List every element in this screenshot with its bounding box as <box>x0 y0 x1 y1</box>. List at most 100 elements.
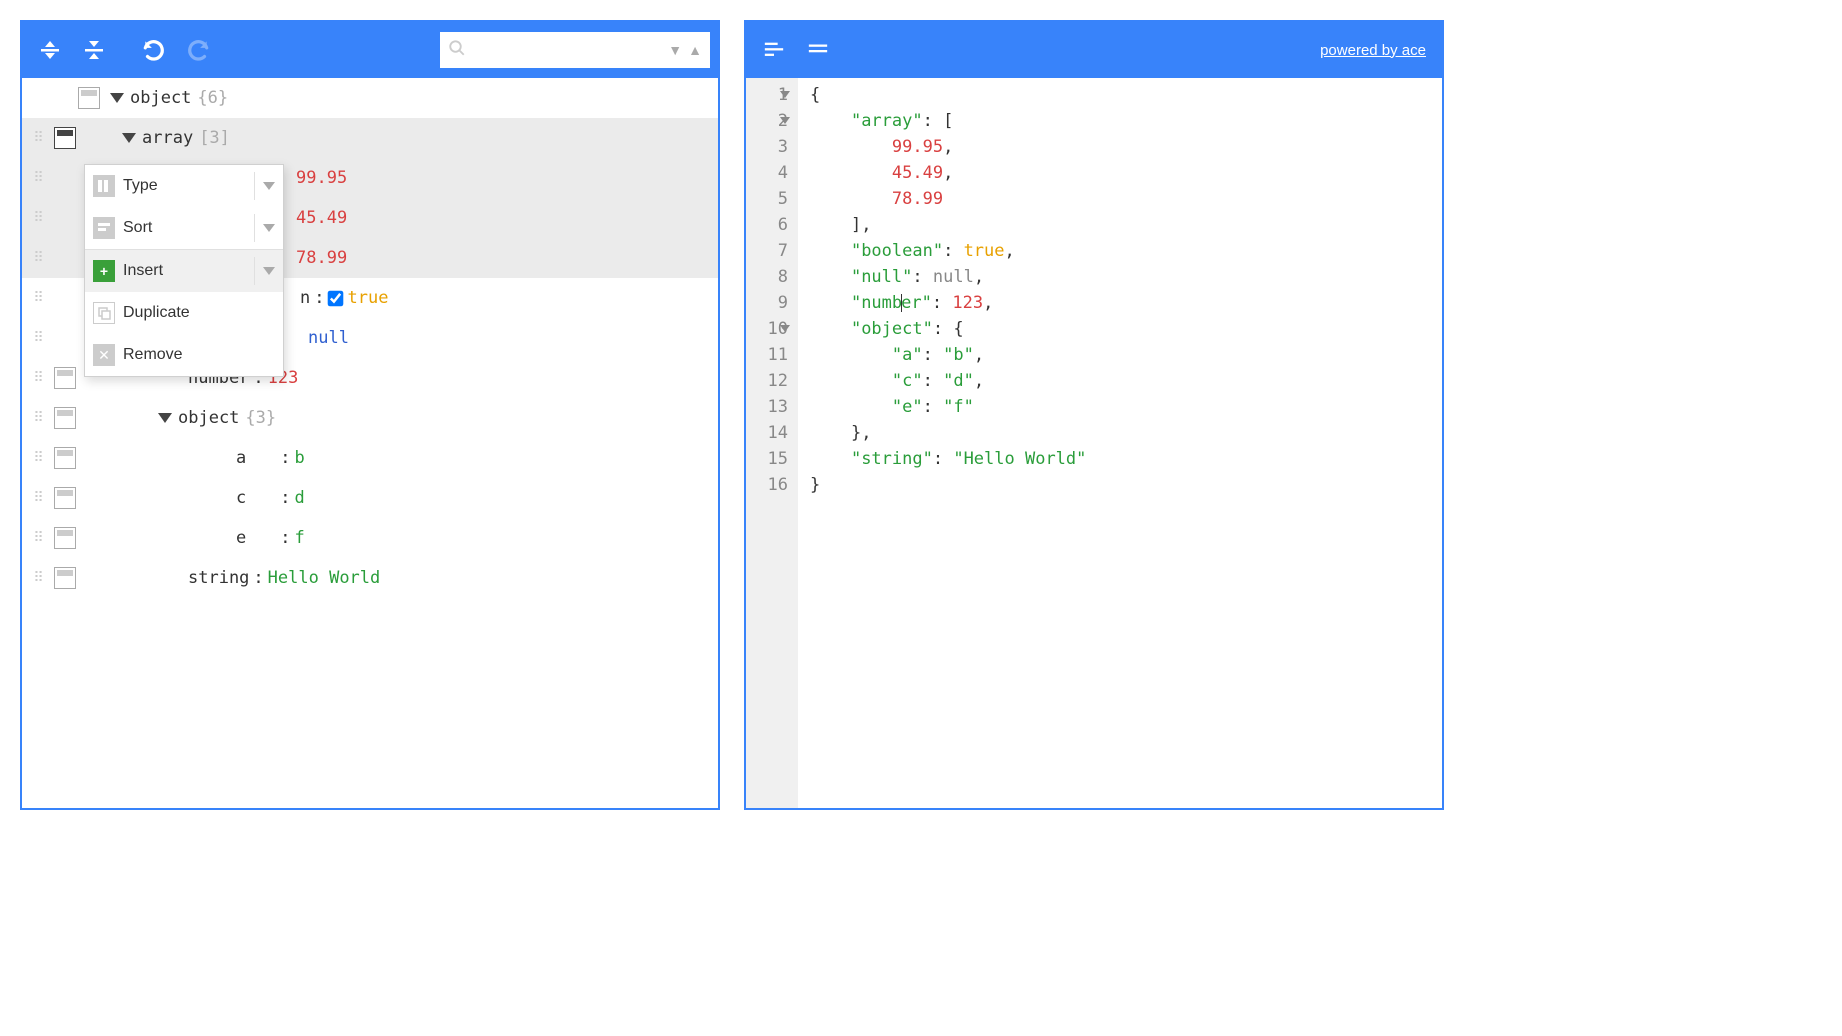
node-count: {3} <box>239 408 276 428</box>
drag-handle-icon[interactable]: ⠿ <box>28 215 50 222</box>
code-line: 45.49, <box>810 160 1442 186</box>
type-icon <box>93 175 115 197</box>
drag-handle-icon[interactable]: ⠿ <box>28 295 50 302</box>
code-gutter: 12345678910111213141516 <box>746 78 798 808</box>
code-token: : [ <box>923 111 954 131</box>
action-menu-button[interactable] <box>54 127 76 149</box>
search-nav-down-icon[interactable]: ▼ <box>668 46 682 54</box>
tree-row-object-item[interactable]: ⠿e:f <box>22 518 718 558</box>
tree-toolbar: ▼ ▲ <box>22 22 718 78</box>
tree-row-string[interactable]: ⠿ string : Hello World <box>22 558 718 598</box>
code-token: , <box>974 267 984 287</box>
code-line: "boolean": true, <box>810 238 1442 264</box>
action-menu-button[interactable] <box>54 407 76 429</box>
ctx-insert-item[interactable]: + Insert <box>85 250 283 292</box>
drag-handle-icon[interactable]: ⠿ <box>28 415 50 422</box>
caret-down-icon[interactable] <box>122 133 136 143</box>
ctx-label: Remove <box>123 346 183 364</box>
drag-handle-icon[interactable]: ⠿ <box>28 495 50 502</box>
ctx-type-item[interactable]: Type <box>85 165 283 207</box>
gutter-line: 4 <box>750 160 788 186</box>
undo-button[interactable] <box>134 30 174 70</box>
drag-handle-icon[interactable]: ⠿ <box>28 135 50 142</box>
ctx-sort-item[interactable]: Sort <box>85 207 283 249</box>
node-value: 78.99 <box>296 248 347 268</box>
node-value: Hello World <box>268 568 381 588</box>
gutter-line: 7 <box>750 238 788 264</box>
action-menu-button[interactable] <box>78 87 100 109</box>
separator: : <box>276 488 294 508</box>
boolean-checkbox[interactable] <box>327 290 343 306</box>
fold-marker-icon[interactable] <box>780 117 790 124</box>
expand-all-button[interactable] <box>30 30 70 70</box>
search-input[interactable] <box>472 42 662 58</box>
code-token: "a" <box>892 345 923 365</box>
code-line: "a": "b", <box>810 342 1442 368</box>
code-token: ], <box>851 215 871 235</box>
code-token: "d" <box>943 371 974 391</box>
code-token: "object" <box>851 319 933 339</box>
drag-handle-icon[interactable]: ⠿ <box>28 175 50 182</box>
code-lines[interactable]: { "array": [ 99.95, 45.49, 78.99 ], "boo… <box>798 78 1442 808</box>
ctx-duplicate-item[interactable]: Duplicate <box>85 292 283 334</box>
code-token: , <box>943 163 953 183</box>
gutter-line: 5 <box>750 186 788 212</box>
caret-down-icon[interactable] <box>110 93 124 103</box>
code-line: ], <box>810 212 1442 238</box>
code-line: }, <box>810 420 1442 446</box>
code-token: }, <box>851 423 871 443</box>
code-token: 123 <box>952 293 983 313</box>
action-menu-button[interactable] <box>54 447 76 469</box>
code-token: : <box>923 345 943 365</box>
ctx-remove-item[interactable]: ✕ Remove <box>85 334 283 376</box>
drag-handle-icon[interactable]: ⠿ <box>28 535 50 542</box>
separator: : <box>310 288 328 308</box>
collapse-all-button[interactable] <box>74 30 114 70</box>
code-line: "c": "d", <box>810 368 1442 394</box>
node-key: string <box>188 568 249 588</box>
redo-button[interactable] <box>178 30 218 70</box>
context-menu: Type Sort + Insert Duplicate <box>84 164 284 377</box>
tree-row-object[interactable]: ⠿ object {3} <box>22 398 718 438</box>
node-count: {6} <box>191 88 228 108</box>
code-token: , <box>974 345 984 365</box>
search-nav-up-icon[interactable]: ▲ <box>688 46 702 54</box>
caret-down-icon[interactable] <box>158 413 172 423</box>
code-token: : { <box>933 319 964 339</box>
fold-marker-icon[interactable] <box>780 91 790 98</box>
action-menu-button[interactable] <box>54 527 76 549</box>
action-menu-button[interactable] <box>54 487 76 509</box>
tree-row-root[interactable]: object {6} <box>22 78 718 118</box>
code-token: , <box>1005 241 1015 261</box>
node-key: object <box>130 88 191 108</box>
action-menu-button[interactable] <box>54 567 76 589</box>
fold-marker-icon[interactable] <box>780 325 790 332</box>
code-token: "Hello World" <box>953 449 1086 469</box>
drag-handle-icon[interactable]: ⠿ <box>28 335 50 342</box>
ctx-label: Sort <box>123 219 152 237</box>
gutter-line: 15 <box>750 446 788 472</box>
drag-handle-icon[interactable]: ⠿ <box>28 455 50 462</box>
gutter-line: 3 <box>750 134 788 160</box>
node-value: 45.49 <box>296 208 347 228</box>
action-menu-button[interactable] <box>54 367 76 389</box>
node-key: e <box>236 528 246 548</box>
drag-handle-icon[interactable]: ⠿ <box>28 375 50 382</box>
code-body[interactable]: 12345678910111213141516 { "array": [ 99.… <box>746 78 1442 808</box>
compact-button[interactable] <box>798 30 838 70</box>
tree-row-object-item[interactable]: ⠿c:d <box>22 478 718 518</box>
code-token: 99.95 <box>892 137 943 157</box>
node-value: null <box>308 328 349 348</box>
drag-handle-icon[interactable]: ⠿ <box>28 575 50 582</box>
format-button[interactable] <box>754 30 794 70</box>
code-line: "string": "Hello World" <box>810 446 1442 472</box>
ctx-label: Insert <box>123 262 163 280</box>
gutter-line: 9 <box>750 290 788 316</box>
remove-icon: ✕ <box>93 344 115 366</box>
drag-handle-icon[interactable]: ⠿ <box>28 255 50 262</box>
tree-row-array[interactable]: ⠿ array [3] <box>22 118 718 158</box>
powered-by-link[interactable]: powered by ace <box>1320 42 1426 59</box>
tree-row-object-item[interactable]: ⠿a:b <box>22 438 718 478</box>
code-token: "b" <box>943 345 974 365</box>
gutter-line: 14 <box>750 420 788 446</box>
